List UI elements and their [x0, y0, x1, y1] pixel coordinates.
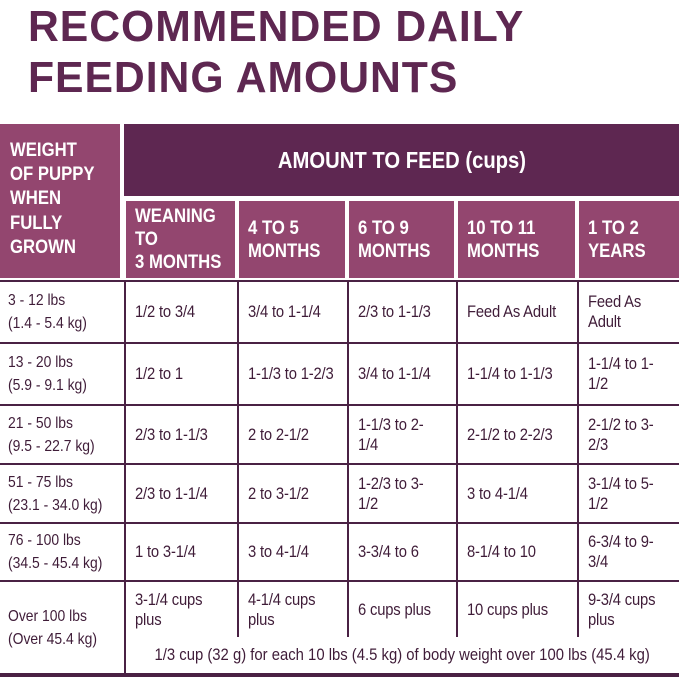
feed-amount-cell: 9-3/4 cups plus	[577, 580, 679, 638]
amount-to-feed-header: AMOUNT TO FEED (cups)	[124, 124, 679, 197]
feed-amount-cell: 8-1/4 to 10	[456, 522, 577, 581]
age-column-headers: WEANING TO 3 MONTHS 4 TO 5 MONTHS 6 TO 9…	[124, 201, 679, 280]
feed-amount-cell: 2 to 3-1/2	[237, 463, 347, 523]
feed-amount-cell: 3-1/4 to 5-1/2	[577, 463, 679, 523]
column-header-10-to-11-months: 10 TO 11 MONTHS	[458, 201, 575, 279]
weight-cell-76-100-lbs: 76 - 100 lbs (34.5 - 45.4 kg)	[0, 522, 124, 580]
feed-amount-cell: 6 cups plus	[347, 580, 456, 638]
feed-amount-cell: Feed As Adult	[577, 280, 679, 343]
feed-amount-cell: 3-3/4 to 6	[347, 522, 456, 581]
page-title: RECOMMENDED DAILY FEEDING AMOUNTS	[28, 2, 659, 103]
column-header-1-to-2-years: 1 TO 2 YEARS	[579, 201, 679, 279]
corner-header-label: WEIGHT OF PUPPY WHEN FULLY GROWN	[10, 140, 95, 258]
column-header-4-to-5-months: 4 TO 5 MONTHS	[239, 201, 345, 279]
feed-amount-cell: 10 cups plus	[456, 580, 577, 638]
weight-cell-51-75-lbs: 51 - 75 lbs (23.1 - 34.0 kg)	[0, 463, 124, 522]
title-line-1: RECOMMENDED DAILY	[28, 2, 525, 51]
weight-cell-13-20-lbs: 13 - 20 lbs (5.9 - 9.1 kg)	[0, 342, 124, 404]
weight-cell-3-12-lbs: 3 - 12 lbs (1.4 - 5.4 kg)	[0, 280, 124, 342]
feed-amount-cell: 1-1/3 to 1-2/3	[237, 342, 347, 405]
title-line-2: FEEDING AMOUNTS	[28, 52, 459, 102]
feed-amount-cell: 2 to 2-1/2	[237, 404, 347, 464]
feed-amount-cell: 2-1/2 to 2-2/3	[456, 404, 577, 464]
feed-amount-cell: 2/3 to 1-1/3	[347, 280, 456, 343]
column-header-weaning-to-3-months: WEANING TO 3 MONTHS	[126, 201, 235, 279]
feed-amount-cell: 2/3 to 1-1/4	[124, 463, 237, 523]
feed-amount-cell: Feed As Adult	[456, 280, 577, 343]
weight-cell-21-50-lbs: 21 - 50 lbs (9.5 - 22.7 kg)	[0, 404, 124, 463]
feed-amount-cell: 4-1/4 cups plus	[237, 580, 347, 638]
feed-amount-cell: 2-1/2 to 3-2/3	[577, 404, 679, 464]
over-100-lbs-footnote: 1/3 cup (32 g) for each 10 lbs (4.5 kg) …	[124, 637, 679, 674]
feed-amount-cell: 3 to 4-1/4	[237, 522, 347, 581]
feed-amount-cell: 2/3 to 1-1/3	[124, 404, 237, 464]
feed-amount-cell: 1 to 3-1/4	[124, 522, 237, 581]
feed-amount-cell: 1/2 to 3/4	[124, 280, 237, 343]
weight-cell-over-100-lbs: Over 100 lbs (Over 45.4 kg)	[0, 580, 124, 673]
feeding-amounts-table: WEIGHT OF PUPPY WHEN FULLY GROWN AMOUNT …	[0, 124, 679, 678]
feed-amount-cell: 3/4 to 1-1/4	[347, 342, 456, 405]
amount-header-group: AMOUNT TO FEED (cups) WEANING TO 3 MONTH…	[124, 124, 679, 280]
feed-amount-cell: 1-1/3 to 2-1/4	[347, 404, 456, 464]
feed-amount-cell: 3 to 4-1/4	[456, 463, 577, 523]
feed-amount-cell: 1-1/4 to 1-1/3	[456, 342, 577, 405]
corner-header-weight-of-puppy: WEIGHT OF PUPPY WHEN FULLY GROWN	[0, 124, 120, 279]
feed-amount-cell: 3-1/4 cups plus	[124, 580, 237, 638]
column-header-6-to-9-months: 6 TO 9 MONTHS	[349, 201, 454, 279]
feed-amount-cell: 1/2 to 1	[124, 342, 237, 405]
feed-amount-cell: 6-3/4 to 9-3/4	[577, 522, 679, 581]
feed-amount-cell: 1-2/3 to 3-1/2	[347, 463, 456, 523]
amount-to-feed-label: AMOUNT TO FEED (cups)	[277, 146, 526, 173]
feed-amount-cell: 1-1/4 to 1-1/2	[577, 342, 679, 405]
feed-amount-cell: 3/4 to 1-1/4	[237, 280, 347, 343]
